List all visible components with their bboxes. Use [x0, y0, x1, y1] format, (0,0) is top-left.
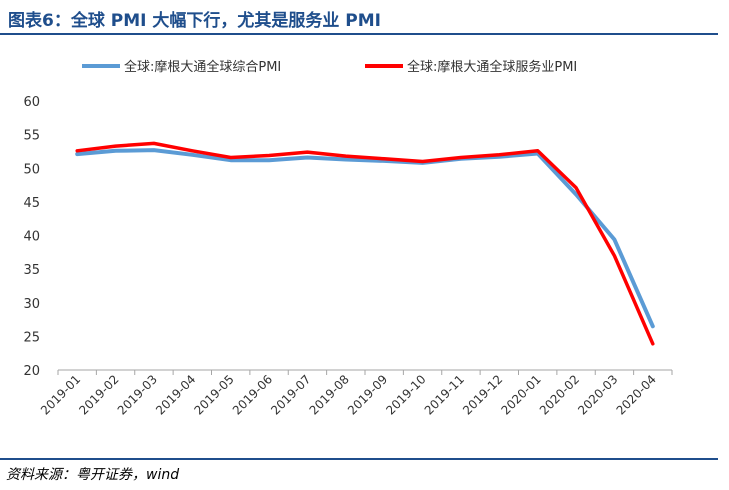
x-tick-label: 2019-02 [76, 372, 121, 417]
x-tick-label: 2019-06 [230, 372, 275, 417]
x-tick-label: 2019-11 [422, 372, 467, 417]
x-tick-label: 2019-07 [268, 372, 313, 417]
y-tick-label: 45 [23, 196, 40, 211]
x-tick-label: 2019-10 [383, 372, 428, 417]
series-lines [75, 141, 655, 346]
title-divider [0, 33, 718, 35]
x-tick-label: 2019-12 [460, 372, 505, 417]
legend-label-1: 全球:摩根大通全球综合PMI [124, 59, 281, 75]
x-tick-label: 2020-04 [614, 372, 659, 417]
x-tick-label: 2019-05 [191, 372, 236, 417]
footer-divider [0, 458, 718, 460]
x-tick-label: 2019-08 [307, 372, 352, 417]
y-tick-label: 35 [23, 263, 40, 278]
y-axis: 20 25 30 35 40 45 50 55 60 [23, 95, 40, 379]
y-tick-label: 55 [23, 129, 40, 144]
x-tick-label: 2019-09 [345, 372, 390, 417]
series-line-2 [75, 141, 655, 346]
y-tick-label: 20 [23, 364, 40, 379]
legend-label-2: 全球:摩根大通全球服务业PMI [407, 59, 577, 75]
x-axis: 2019-012019-022019-032019-042019-052019-… [38, 369, 673, 418]
x-tick-label: 2020-03 [575, 372, 620, 417]
x-tick-label: 2019-01 [38, 372, 83, 417]
legend: 全球:摩根大通全球综合PMI 全球:摩根大通全球服务业PMI [82, 59, 577, 75]
y-tick-label: 25 [23, 330, 40, 345]
source-note: 资料来源：粤开证券，wind [6, 467, 180, 483]
y-tick-label: 40 [23, 230, 40, 245]
y-tick-label: 60 [23, 95, 40, 110]
x-tick-label: 2020-01 [498, 372, 543, 417]
line-chart: 全球:摩根大通全球综合PMI 全球:摩根大通全球服务业PMI 20 25 30 35 40… [23, 59, 673, 418]
series-line-1 [75, 148, 655, 329]
x-tick-label: 2020-02 [537, 372, 582, 417]
y-tick-label: 50 [23, 162, 40, 177]
chart-title: 图表6：全球 PMI 大幅下行，尤其是服务业 PMI [8, 11, 381, 31]
x-tick-label: 2019-04 [153, 372, 198, 417]
y-tick-label: 30 [23, 297, 40, 312]
x-tick-label: 2019-03 [115, 372, 160, 417]
